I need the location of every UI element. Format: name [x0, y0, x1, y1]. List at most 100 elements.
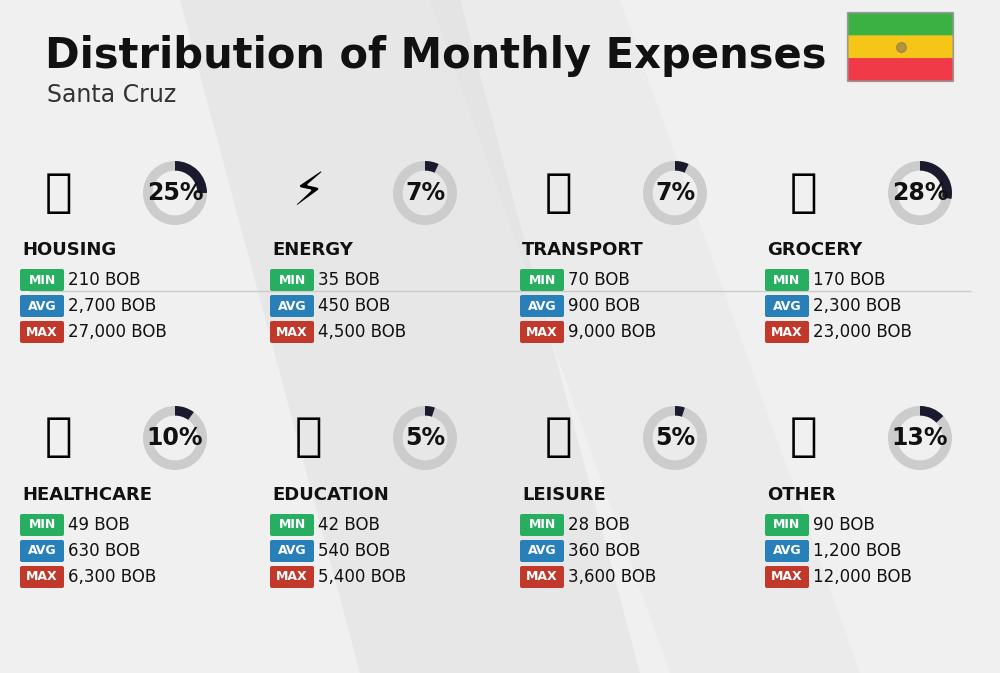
FancyBboxPatch shape	[848, 36, 953, 59]
Text: MIN: MIN	[28, 273, 56, 287]
Text: 27,000 BOB: 27,000 BOB	[68, 323, 167, 341]
Text: MAX: MAX	[526, 326, 558, 339]
Wedge shape	[675, 406, 685, 417]
FancyBboxPatch shape	[765, 295, 809, 317]
Text: EDUCATION: EDUCATION	[272, 486, 389, 504]
Text: AVG: AVG	[278, 544, 306, 557]
Text: Santa Cruz: Santa Cruz	[47, 83, 176, 107]
Text: 2,300 BOB: 2,300 BOB	[813, 297, 901, 315]
Text: MAX: MAX	[26, 326, 58, 339]
Text: 540 BOB: 540 BOB	[318, 542, 390, 560]
Text: 7%: 7%	[405, 181, 445, 205]
Text: 🛍: 🛍	[544, 415, 572, 460]
Text: 3,600 BOB: 3,600 BOB	[568, 568, 656, 586]
FancyBboxPatch shape	[270, 295, 314, 317]
Text: LEISURE: LEISURE	[522, 486, 606, 504]
Text: 6,300 BOB: 6,300 BOB	[68, 568, 156, 586]
Text: MIN: MIN	[278, 518, 306, 532]
Text: 🛒: 🛒	[789, 170, 817, 215]
FancyBboxPatch shape	[520, 514, 564, 536]
Text: 35 BOB: 35 BOB	[318, 271, 380, 289]
Wedge shape	[393, 161, 457, 225]
Text: 7%: 7%	[655, 181, 695, 205]
Wedge shape	[425, 406, 435, 417]
Text: TRANSPORT: TRANSPORT	[522, 241, 644, 259]
FancyBboxPatch shape	[270, 566, 314, 588]
FancyBboxPatch shape	[270, 269, 314, 291]
Text: OTHER: OTHER	[767, 486, 836, 504]
Text: 1,200 BOB: 1,200 BOB	[813, 542, 901, 560]
Text: 630 BOB: 630 BOB	[68, 542, 140, 560]
Text: 70 BOB: 70 BOB	[568, 271, 630, 289]
Text: 💓: 💓	[44, 415, 72, 460]
Wedge shape	[175, 161, 207, 193]
Text: 28 BOB: 28 BOB	[568, 516, 630, 534]
Wedge shape	[643, 406, 707, 470]
Wedge shape	[143, 406, 207, 470]
Text: AVG: AVG	[278, 299, 306, 312]
Text: MIN: MIN	[28, 518, 56, 532]
Text: AVG: AVG	[528, 544, 556, 557]
Text: 42 BOB: 42 BOB	[318, 516, 380, 534]
Text: 12,000 BOB: 12,000 BOB	[813, 568, 912, 586]
Polygon shape	[180, 0, 640, 673]
Text: 28%: 28%	[892, 181, 948, 205]
FancyBboxPatch shape	[765, 540, 809, 562]
Text: 💰: 💰	[789, 415, 817, 460]
Polygon shape	[430, 0, 860, 673]
Text: AVG: AVG	[528, 299, 556, 312]
Wedge shape	[143, 161, 207, 225]
FancyBboxPatch shape	[20, 321, 64, 343]
Text: AVG: AVG	[28, 299, 56, 312]
Text: 9,000 BOB: 9,000 BOB	[568, 323, 656, 341]
Text: HEALTHCARE: HEALTHCARE	[22, 486, 152, 504]
Text: HOUSING: HOUSING	[22, 241, 116, 259]
Wedge shape	[425, 161, 439, 173]
Text: MIN: MIN	[773, 518, 801, 532]
Text: MAX: MAX	[26, 571, 58, 583]
Wedge shape	[920, 406, 943, 423]
Text: ENERGY: ENERGY	[272, 241, 353, 259]
FancyBboxPatch shape	[20, 566, 64, 588]
Text: Distribution of Monthly Expenses: Distribution of Monthly Expenses	[45, 35, 826, 77]
Text: 🚌: 🚌	[544, 170, 572, 215]
Text: MIN: MIN	[773, 273, 801, 287]
Wedge shape	[675, 161, 689, 173]
FancyBboxPatch shape	[20, 269, 64, 291]
Text: 13%: 13%	[892, 426, 948, 450]
FancyBboxPatch shape	[270, 514, 314, 536]
Text: GROCERY: GROCERY	[767, 241, 862, 259]
FancyBboxPatch shape	[20, 540, 64, 562]
Text: 🏢: 🏢	[44, 170, 72, 215]
Text: 🎓: 🎓	[294, 415, 322, 460]
Text: 23,000 BOB: 23,000 BOB	[813, 323, 912, 341]
FancyBboxPatch shape	[20, 295, 64, 317]
Text: 5%: 5%	[405, 426, 445, 450]
Text: 90 BOB: 90 BOB	[813, 516, 875, 534]
Text: 2,700 BOB: 2,700 BOB	[68, 297, 156, 315]
Wedge shape	[888, 406, 952, 470]
Wedge shape	[643, 161, 707, 225]
FancyBboxPatch shape	[848, 13, 953, 36]
FancyBboxPatch shape	[520, 566, 564, 588]
Text: MAX: MAX	[771, 326, 803, 339]
Text: MAX: MAX	[276, 571, 308, 583]
Text: 4,500 BOB: 4,500 BOB	[318, 323, 406, 341]
Text: MAX: MAX	[771, 571, 803, 583]
FancyBboxPatch shape	[765, 566, 809, 588]
Text: AVG: AVG	[28, 544, 56, 557]
FancyBboxPatch shape	[520, 269, 564, 291]
FancyBboxPatch shape	[765, 321, 809, 343]
Text: MAX: MAX	[276, 326, 308, 339]
FancyBboxPatch shape	[520, 321, 564, 343]
FancyBboxPatch shape	[270, 321, 314, 343]
FancyBboxPatch shape	[765, 514, 809, 536]
Text: 170 BOB: 170 BOB	[813, 271, 885, 289]
FancyBboxPatch shape	[20, 514, 64, 536]
Text: AVG: AVG	[773, 299, 801, 312]
Text: 360 BOB: 360 BOB	[568, 542, 640, 560]
Text: 49 BOB: 49 BOB	[68, 516, 130, 534]
FancyBboxPatch shape	[520, 295, 564, 317]
Text: 210 BOB: 210 BOB	[68, 271, 140, 289]
FancyBboxPatch shape	[848, 58, 953, 81]
